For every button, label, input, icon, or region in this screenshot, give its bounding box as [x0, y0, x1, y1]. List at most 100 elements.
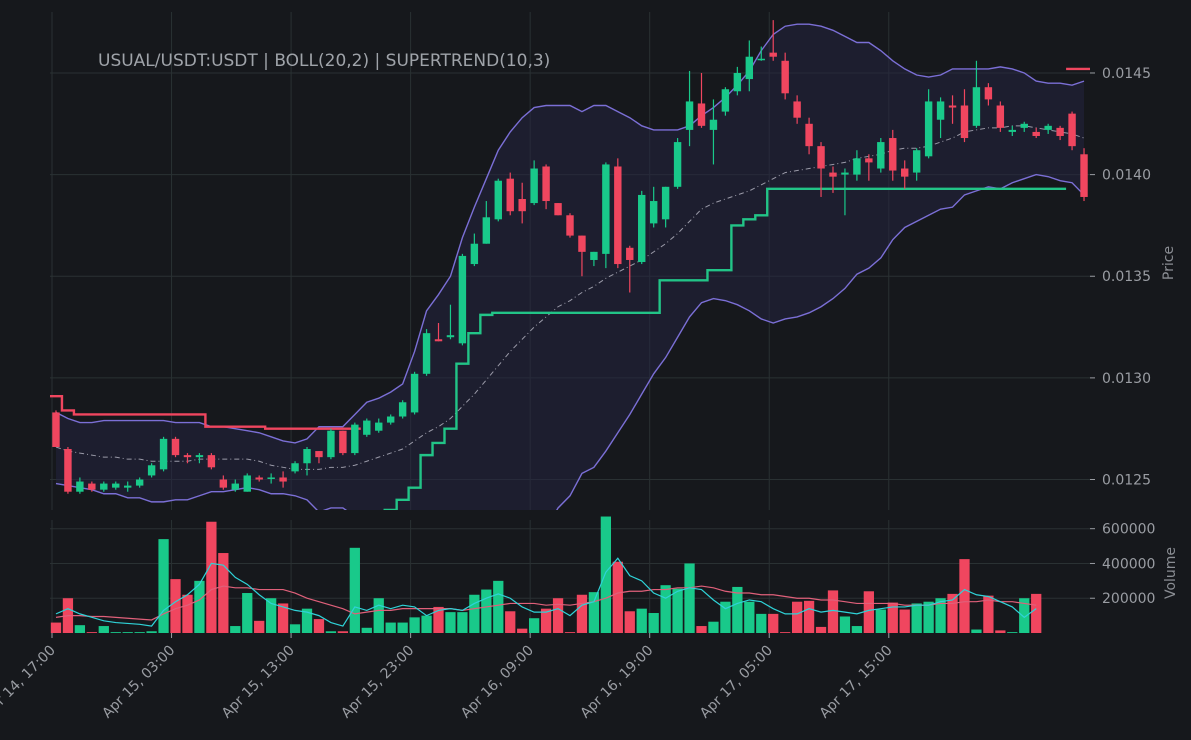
volume-bar: [600, 516, 612, 633]
volume-bar: [923, 601, 934, 633]
candle-body-up: [470, 243, 479, 265]
candle-body-down: [793, 101, 801, 118]
candle-body-up: [231, 483, 239, 490]
candle-body-up: [446, 335, 455, 338]
volume-bar: [947, 593, 958, 633]
candle-body-down: [984, 87, 993, 100]
candle-body-up: [351, 424, 359, 454]
volume-bar: [98, 626, 109, 633]
volume-bar: [863, 591, 874, 633]
candle-body-down: [207, 455, 216, 468]
price-tick-label: 0.0135: [1102, 269, 1151, 285]
candle-body-up: [972, 87, 981, 126]
volume-ma-slow-line: [55, 585, 1037, 621]
volume-bar: [1019, 598, 1030, 633]
candle-body-down: [255, 477, 263, 480]
volume-bar: [1007, 632, 1018, 633]
volume-bar: [505, 611, 516, 633]
price-axis-title: Price: [1161, 246, 1177, 280]
volume-bar: [911, 603, 922, 633]
candle-body-down: [339, 430, 347, 454]
volume-bar: [445, 612, 456, 633]
candle-body-up: [912, 150, 921, 173]
candle-body-down: [614, 166, 622, 265]
supertrend-line: [50, 67, 1090, 510]
volume-tick-label: 400000: [1102, 556, 1155, 572]
volume-bar: [815, 626, 827, 633]
candle-body-up: [458, 255, 467, 344]
volume-ma-fast-line: [55, 557, 1037, 627]
volume-bar: [839, 616, 851, 633]
volume-bar: [277, 603, 289, 633]
volume-bar: [971, 629, 982, 633]
candle-body-down: [315, 451, 323, 458]
candle-body-down: [279, 477, 287, 482]
candle-body-down: [626, 247, 634, 260]
volume-bar: [588, 592, 600, 633]
volume-bar: [122, 632, 133, 633]
candle-body-down: [697, 103, 706, 126]
candle-body-up: [100, 483, 108, 490]
candle-body-down: [566, 215, 574, 236]
candle-body-up: [924, 101, 933, 157]
candle-body-up: [649, 201, 658, 224]
candle-body-down: [829, 172, 837, 177]
volume-bar: [457, 612, 468, 633]
candlesticks: [52, 20, 1088, 494]
candle-body-up: [291, 463, 299, 472]
volume-axis-title: Volume: [1163, 547, 1179, 599]
candle-body-down: [948, 105, 957, 108]
volume-bar: [421, 615, 432, 633]
volume-bars: [50, 516, 1042, 633]
volume-bar: [74, 625, 86, 633]
volume-bar: [493, 580, 504, 633]
volume-bar: [349, 547, 360, 633]
candle-body-down: [996, 105, 1005, 128]
candle-body-up: [877, 142, 885, 169]
volume-bar: [696, 626, 707, 633]
candle-body-up: [123, 485, 132, 488]
candle-body-up: [733, 72, 742, 92]
volume-bar: [540, 608, 552, 633]
volume-bar: [983, 595, 994, 633]
volume-bar: [266, 598, 277, 633]
volume-bar: [110, 632, 121, 633]
supertrend-up-segment: [383, 187, 1067, 510]
volume-bar: [887, 602, 898, 633]
volume-bar: [313, 619, 325, 633]
volume-bar: [1031, 593, 1042, 633]
volume-bar: [158, 539, 169, 633]
volume-bar: [206, 521, 217, 633]
volume-bar: [612, 561, 623, 633]
candle-body-down: [52, 412, 60, 447]
volume-bar: [720, 601, 731, 633]
volume-bar: [959, 559, 970, 633]
candle-body-up: [159, 438, 168, 470]
volume-bar: [517, 628, 528, 633]
volume-bar: [373, 598, 384, 633]
candle-body-up: [112, 483, 120, 488]
candle-body-up: [243, 475, 251, 492]
candle-body-up: [709, 119, 718, 130]
volume-bar: [791, 601, 803, 633]
candle-body-down: [805, 123, 813, 147]
candle-body-down: [960, 105, 969, 139]
volume-bar: [648, 613, 659, 633]
candle-body-up: [602, 164, 610, 254]
bollinger-middle-line: [55, 125, 1085, 470]
candle-body-up: [494, 180, 502, 220]
volume-bar: [182, 594, 193, 633]
price-tick-label: 0.0125: [1102, 473, 1151, 489]
candle-body-down: [1032, 131, 1040, 136]
bollinger-lower-line: [55, 173, 1085, 510]
candle-body-down: [901, 168, 909, 177]
volume-bar: [636, 608, 647, 633]
candle-body-down: [1056, 127, 1064, 136]
volume-bar: [744, 601, 755, 633]
candle-body-down: [542, 166, 550, 202]
supertrend-down-segment: [50, 394, 361, 430]
volume-bar: [708, 621, 719, 633]
volume-moving-averages: [55, 557, 1037, 627]
price-tick-label: 0.0130: [1102, 371, 1151, 387]
